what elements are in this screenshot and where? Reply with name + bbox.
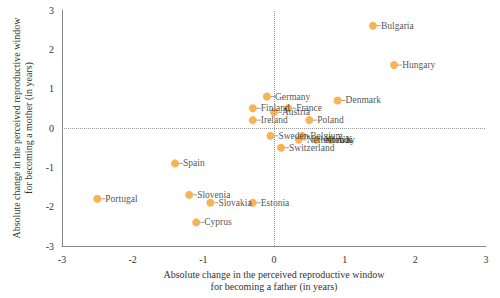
svg-text:-1: -1 <box>199 254 207 265</box>
svg-text:-2: -2 <box>128 254 136 265</box>
svg-text:Portugal: Portugal <box>105 194 138 204</box>
svg-text:Slovenia: Slovenia <box>197 189 231 200</box>
svg-text:1: 1 <box>49 83 54 94</box>
svg-text:Slovakia: Slovakia <box>218 198 252 208</box>
svg-text:0: 0 <box>49 123 54 134</box>
svg-text:2: 2 <box>413 254 418 265</box>
svg-text:for becoming a mother (in year: for becoming a mother (in years) <box>23 62 35 194</box>
svg-text:-3: -3 <box>58 254 66 265</box>
svg-text:Ireland: Ireland <box>260 115 288 126</box>
svg-text:3: 3 <box>49 5 54 16</box>
svg-text:Poland: Poland <box>317 115 344 125</box>
svg-text:1: 1 <box>342 254 347 265</box>
svg-text:Cyprus: Cyprus <box>204 217 232 227</box>
svg-text:Netherlands: Netherlands <box>307 135 353 145</box>
svg-text:Hungary: Hungary <box>402 60 435 70</box>
svg-text:Switzerland: Switzerland <box>289 142 335 153</box>
svg-text:0: 0 <box>272 254 277 265</box>
svg-text:2: 2 <box>49 44 54 55</box>
svg-text:Spain: Spain <box>183 158 205 168</box>
svg-text:Bulgaria: Bulgaria <box>381 21 414 31</box>
svg-text:-1: -1 <box>46 162 54 173</box>
svg-text:-3: -3 <box>46 241 54 252</box>
svg-text:Germany: Germany <box>275 92 311 102</box>
svg-text:Absolute change in the perceiv: Absolute change in the perceived reprodu… <box>11 17 22 239</box>
svg-text:Sweden: Sweden <box>278 131 308 141</box>
svg-text:Estonia: Estonia <box>261 198 290 208</box>
svg-text:for becoming a father (in year: for becoming a father (in years) <box>211 281 338 293</box>
svg-text:3: 3 <box>484 254 489 265</box>
svg-text:-2: -2 <box>46 201 54 212</box>
svg-text:Austria: Austria <box>282 107 310 118</box>
svg-text:Denmark: Denmark <box>346 95 382 105</box>
svg-text:Finland: Finland <box>260 103 290 114</box>
svg-text:Absolute change in the perceiv: Absolute change in the perceived reprodu… <box>163 269 385 280</box>
